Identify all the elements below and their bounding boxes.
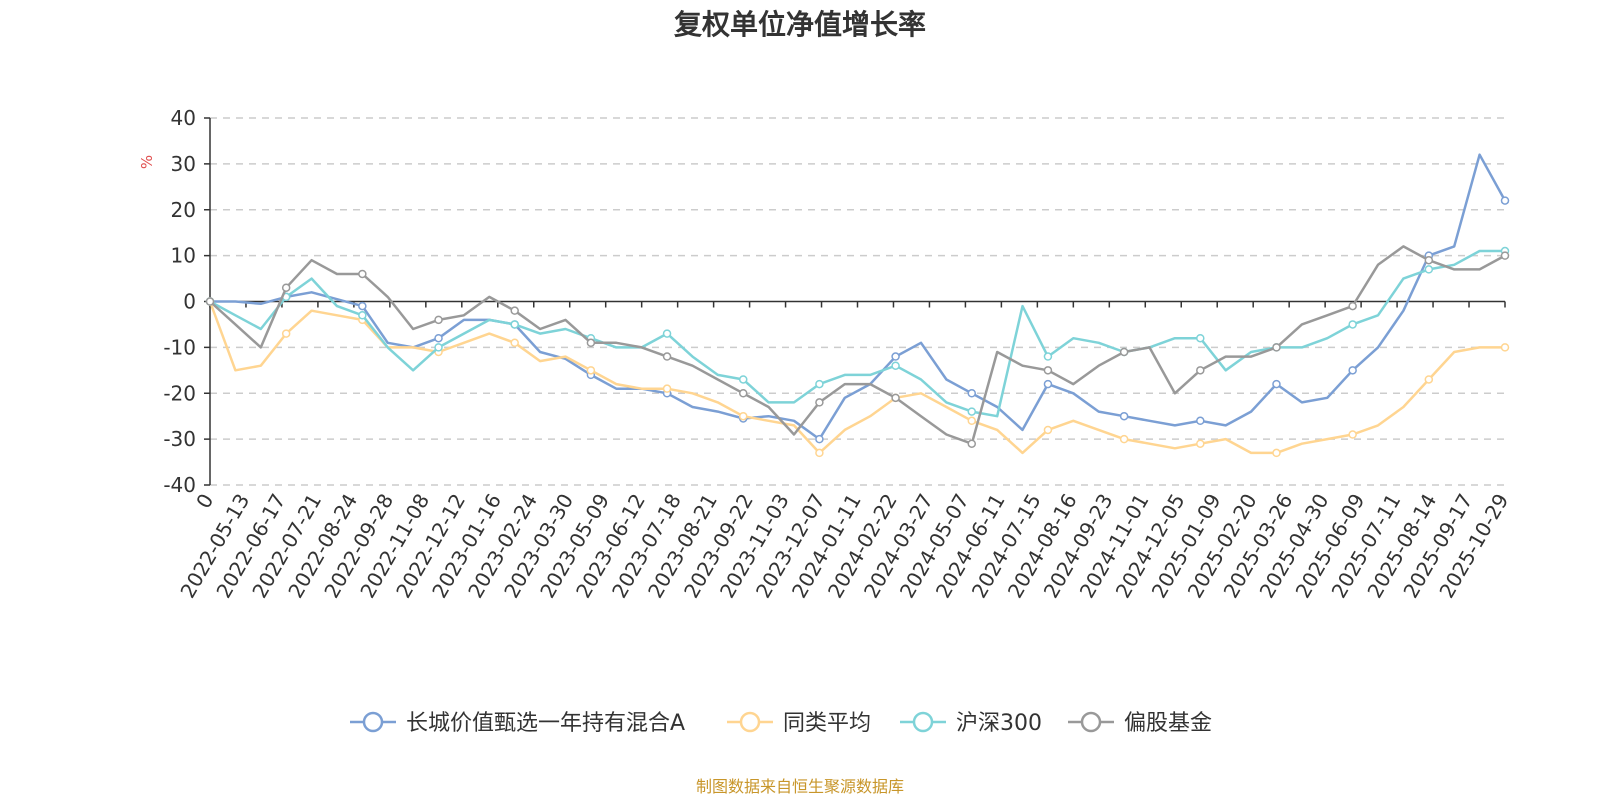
series-point <box>358 269 367 279</box>
series-point <box>1119 411 1129 421</box>
series-point <box>1196 333 1205 343</box>
series-line-0 <box>210 153 1507 441</box>
series-point <box>281 283 291 292</box>
series-point <box>1043 366 1053 375</box>
series-point <box>358 311 367 320</box>
series-point <box>891 361 900 370</box>
series-point <box>1196 416 1205 426</box>
series-point <box>738 389 748 398</box>
series-point <box>1348 320 1357 329</box>
series-point <box>891 352 900 361</box>
series-line-1 <box>208 301 1505 455</box>
series-point <box>510 320 519 329</box>
series-point <box>815 434 824 444</box>
series-point <box>891 393 900 403</box>
source-note: 制图数据来自恒生聚源数据库 <box>696 777 904 796</box>
legend-label: 同类平均 <box>783 711 871 736</box>
chart-title: 复权单位净值增长率 <box>674 8 926 41</box>
series-point <box>815 448 824 458</box>
series-point <box>434 315 443 325</box>
y-tick-label: 0 <box>183 290 196 314</box>
legend-swatch-marker <box>912 711 934 733</box>
series-line-3 <box>209 245 1506 445</box>
series-point <box>1424 265 1434 274</box>
y-tick-label: -40 <box>163 473 196 497</box>
series-point <box>1348 301 1357 311</box>
series-point <box>1424 375 1434 384</box>
series-point <box>1348 430 1357 439</box>
series-point <box>586 338 596 348</box>
series-point <box>1272 379 1281 389</box>
series-point <box>967 416 977 426</box>
series-point <box>1043 425 1053 435</box>
series-point <box>662 352 672 361</box>
y-tick-label: -30 <box>163 427 196 451</box>
series-point <box>1119 434 1129 444</box>
series-point <box>510 306 519 315</box>
series-line-2 <box>209 249 1505 418</box>
series-point <box>815 398 824 407</box>
x-axis: 02022-05-132022-06-172022-07-212022-08-2… <box>175 300 1513 602</box>
series-point <box>815 379 824 389</box>
legend-label: 长城价值甄选一年持有混合A <box>406 711 685 736</box>
series-point <box>967 407 977 416</box>
legend-swatch-marker <box>739 711 761 733</box>
series-point <box>205 297 215 306</box>
legend[interactable]: 长城价值甄选一年持有混合A 同类平均 沪深300 偏股基金 <box>350 711 1212 736</box>
series-lines <box>205 153 1510 458</box>
y-tick-label: 30 <box>171 152 196 176</box>
series-point <box>358 301 367 311</box>
series-point <box>1500 343 1510 352</box>
series-point <box>1272 448 1281 458</box>
series-point <box>586 366 596 375</box>
series-point <box>1196 366 1205 375</box>
y-axis: 40 30 20 10 0 -10 -20 -30 -40 <box>163 106 211 497</box>
series-point <box>281 329 291 338</box>
legend-item-3[interactable]: 偏股基金 <box>1068 711 1212 736</box>
y-tick-label: 40 <box>171 106 196 130</box>
x-tick-label: 0 <box>191 490 218 513</box>
series-point <box>434 343 443 352</box>
legend-swatch-marker <box>362 711 384 733</box>
series-point <box>434 333 443 343</box>
series-point <box>967 389 977 398</box>
series-point <box>967 439 977 448</box>
series-point <box>1043 379 1053 389</box>
y-tick-label: -20 <box>163 381 196 405</box>
series-point <box>1043 352 1053 361</box>
series-point <box>1348 366 1357 375</box>
series-point <box>662 329 672 338</box>
legend-label: 沪深300 <box>956 711 1042 736</box>
series-point <box>1119 347 1129 357</box>
legend-label: 偏股基金 <box>1124 711 1212 736</box>
legend-swatch-marker <box>1080 711 1102 733</box>
y-tick-label: 10 <box>171 244 196 268</box>
series-point <box>738 411 748 421</box>
series-point <box>1272 343 1281 352</box>
series-point <box>1500 251 1510 260</box>
series-point <box>510 338 519 348</box>
legend-item-1[interactable]: 同类平均 <box>727 711 871 736</box>
y-axis-unit: % <box>138 155 156 169</box>
series-point <box>1500 196 1510 205</box>
series-point <box>1196 439 1205 448</box>
legend-item-2[interactable]: 沪深300 <box>900 711 1042 736</box>
y-tick-label: 20 <box>171 198 196 222</box>
series-point <box>738 375 748 384</box>
series-point <box>1424 255 1434 265</box>
legend-item-0[interactable]: 长城价值甄选一年持有混合A <box>350 711 685 736</box>
series-point <box>662 384 672 393</box>
y-tick-label: -10 <box>163 335 196 359</box>
